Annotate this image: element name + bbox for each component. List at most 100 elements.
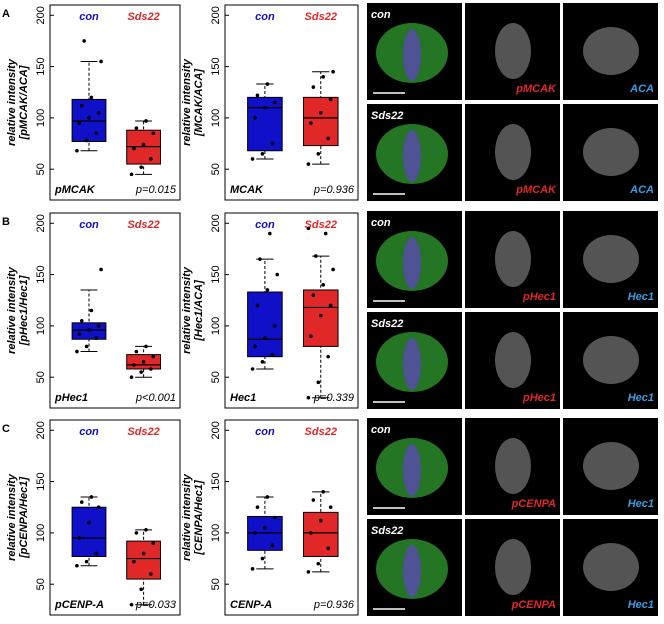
data-point [318, 518, 323, 523]
data-point [316, 561, 321, 566]
data-point [253, 531, 257, 535]
data-point [75, 349, 79, 354]
data-point [255, 505, 260, 510]
y-tick-label: 50 [210, 578, 222, 590]
image-label: ACA [629, 83, 654, 95]
chromosomes [403, 130, 421, 182]
data-point [258, 257, 262, 261]
box [247, 291, 283, 358]
y-tick-label: 200 [210, 421, 222, 439]
data-point [272, 100, 277, 105]
data-point [321, 283, 326, 287]
data-point [260, 152, 265, 156]
data-point [94, 551, 99, 556]
data-point [134, 126, 139, 130]
data-point [270, 543, 275, 548]
image-label: pMCAK [515, 184, 557, 196]
signal [495, 124, 531, 180]
data-point [326, 354, 330, 359]
p-value: p=0.936 [313, 184, 355, 196]
y-axis-label: [pHec1/Hec1] [18, 275, 30, 346]
plot-frame [49, 4, 181, 201]
data-point [270, 141, 275, 146]
data-point [306, 226, 311, 231]
data-point [84, 344, 89, 349]
legend-entry: Sds22 [127, 219, 159, 231]
legend-entry: Sds22 [305, 11, 337, 23]
data-point [77, 332, 82, 336]
image-label: Sds22 [371, 525, 403, 537]
data-point [316, 152, 321, 156]
signal [583, 442, 639, 490]
data-point [309, 334, 313, 338]
data-point [311, 293, 316, 297]
data-point [250, 157, 255, 161]
p-value: p=0.936 [313, 599, 355, 611]
image-label: Hec1 [628, 498, 654, 510]
data-point [132, 363, 136, 367]
plot-frame [49, 419, 181, 616]
plot-frame [224, 4, 359, 201]
data-point [151, 131, 156, 136]
data-point [139, 370, 143, 374]
data-point [99, 59, 103, 64]
image-label: con [371, 9, 391, 21]
legend-entry: con [79, 11, 99, 23]
signal [583, 543, 639, 591]
data-point [270, 352, 275, 357]
y-axis-label: [CENPA/Hec1] [193, 480, 205, 556]
data-point [314, 254, 318, 258]
chromosomes [403, 338, 421, 390]
data-point [306, 162, 311, 166]
data-point [84, 559, 89, 564]
p-value: p<0.001 [135, 392, 176, 404]
data-point [250, 567, 255, 571]
box [71, 506, 107, 558]
y-axis-label: relative intensity [181, 473, 193, 561]
y-axis-label: [pCENPA/Hec1] [18, 477, 30, 559]
data-point [263, 105, 267, 110]
chromosomes [403, 29, 421, 81]
plot-frame [224, 419, 359, 616]
data-point [144, 119, 148, 123]
data-point [132, 146, 136, 151]
data-point [87, 328, 91, 332]
signal [495, 539, 531, 595]
data-point [77, 536, 82, 540]
data-point [318, 313, 323, 318]
legend-entry: Sds22 [305, 219, 337, 231]
data-point [263, 336, 267, 341]
data-point [75, 563, 79, 568]
data-point [265, 288, 270, 292]
plot-frame [49, 212, 181, 409]
data-point [149, 367, 153, 371]
chart-label: CENP-A [230, 599, 272, 611]
y-tick-label: 50 [210, 163, 222, 175]
chart-label: Hec1 [230, 392, 256, 404]
data-point [265, 82, 270, 86]
data-point [149, 572, 153, 576]
data-point [134, 349, 139, 354]
data-point [129, 172, 134, 177]
data-point [255, 93, 260, 98]
legend-entry: con [255, 219, 275, 231]
data-point [328, 303, 333, 308]
image-label: ACA [629, 184, 654, 196]
y-tick-label: 200 [35, 421, 47, 439]
data-point [144, 528, 148, 532]
image-label: pCENPA [511, 498, 556, 510]
chart-label: pHec1 [54, 392, 88, 404]
legend-entry: Sds22 [127, 11, 159, 23]
data-point [87, 116, 91, 120]
data-point [151, 541, 156, 545]
data-point [311, 85, 316, 89]
y-tick-label: 100 [210, 317, 222, 335]
box [126, 540, 161, 580]
data-point [94, 131, 99, 136]
y-tick-label: 200 [35, 214, 47, 232]
signal [495, 231, 531, 287]
data-point [151, 354, 156, 359]
data-point [79, 318, 84, 323]
data-point [141, 142, 146, 147]
